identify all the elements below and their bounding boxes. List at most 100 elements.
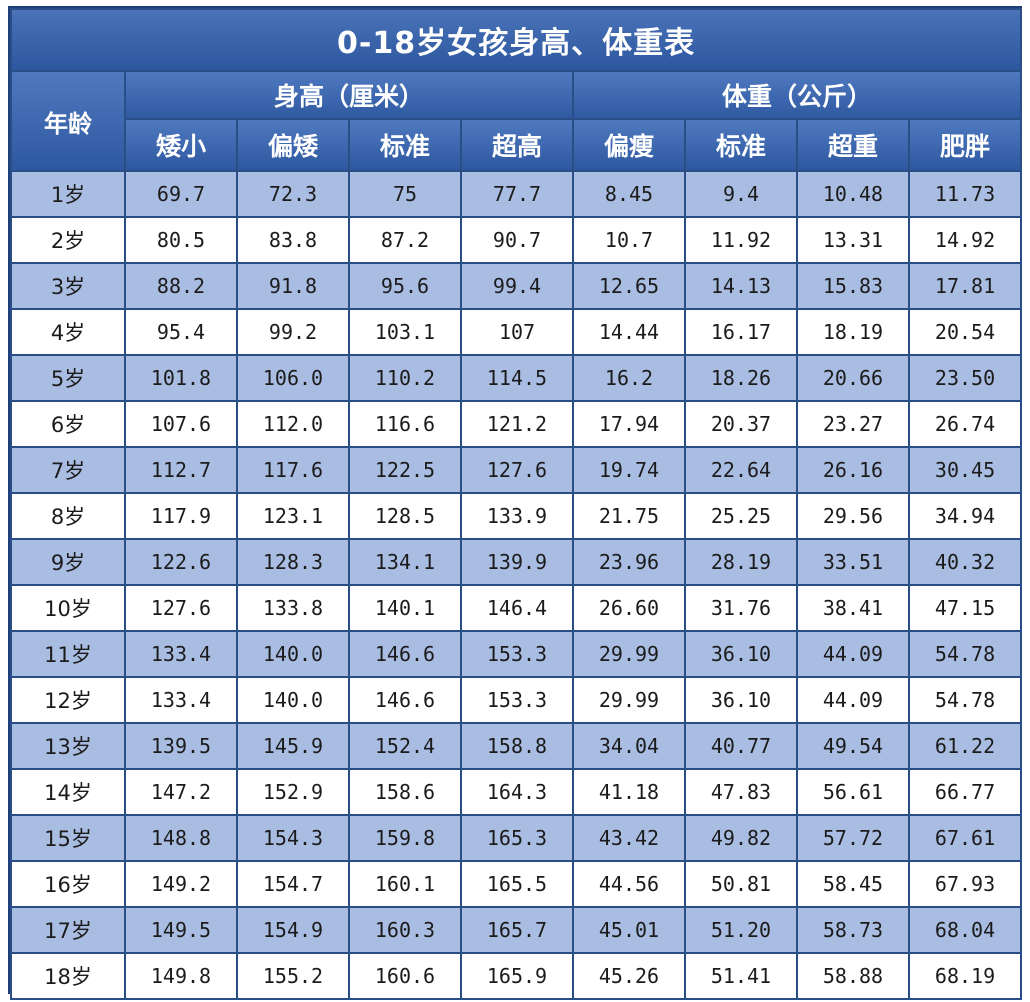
weight-value-cell: 66.77 <box>907 768 1023 816</box>
table-row: 3岁 88.2 91.8 95.6 99.4 12.65 14.13 15.83 17.81 <box>10 262 1023 310</box>
height-value-cell: 133.9 <box>460 492 574 540</box>
weight-value-cell: 54.78 <box>907 630 1023 678</box>
height-value-cell: 127.6 <box>460 446 574 494</box>
weight-value-cell: 11.92 <box>684 216 798 264</box>
height-weight-table-frame: 0-18岁女孩身高、体重表 年龄 身高（厘米） 体重（公斤） 矮小 偏矮 标准 … <box>8 6 1023 1000</box>
height-value-cell: 139.9 <box>460 538 574 586</box>
weight-col-header: 超重 <box>796 118 910 172</box>
weight-value-cell: 40.77 <box>684 722 798 770</box>
height-col-header: 超高 <box>460 118 574 172</box>
weight-value-cell: 16.2 <box>572 354 686 402</box>
table-row: 7岁 112.7 117.6 122.5 127.6 19.74 22.64 26.16 30.… <box>10 446 1023 494</box>
height-value-cell: 95.6 <box>348 262 462 310</box>
weight-value-cell: 40.32 <box>907 538 1023 586</box>
height-value-cell: 146.6 <box>348 676 462 724</box>
height-value-cell: 90.7 <box>460 216 574 264</box>
height-value-cell: 152.9 <box>236 768 350 816</box>
table-row: 17岁 149.5 154.9 160.3 165.7 45.01 51.20 58.73 68… <box>10 906 1023 954</box>
height-value-cell: 83.8 <box>236 216 350 264</box>
height-value-cell: 139.5 <box>124 722 238 770</box>
weight-value-cell: 11.73 <box>907 170 1023 218</box>
height-value-cell: 159.8 <box>348 814 462 862</box>
weight-value-cell: 17.94 <box>572 400 686 448</box>
weight-value-cell: 47.83 <box>684 768 798 816</box>
height-value-cell: 77.7 <box>460 170 574 218</box>
height-value-cell: 153.3 <box>460 676 574 724</box>
height-value-cell: 165.3 <box>460 814 574 862</box>
weight-value-cell: 36.10 <box>684 630 798 678</box>
height-value-cell: 133.8 <box>236 584 350 632</box>
age-cell: 3岁 <box>10 262 126 310</box>
height-value-cell: 112.7 <box>124 446 238 494</box>
age-cell: 4岁 <box>10 308 126 356</box>
table-row: 2岁 80.5 83.8 87.2 90.7 10.7 11.92 13.31 14.92 <box>10 216 1023 264</box>
weight-value-cell: 49.82 <box>684 814 798 862</box>
weight-value-cell: 26.16 <box>796 446 910 494</box>
age-cell: 18岁 <box>10 952 126 1000</box>
weight-value-cell: 51.20 <box>684 906 798 954</box>
age-cell: 15岁 <box>10 814 126 862</box>
weight-value-cell: 44.56 <box>572 860 686 908</box>
height-col-header: 标准 <box>348 118 462 172</box>
height-value-cell: 158.8 <box>460 722 574 770</box>
weight-value-cell: 19.74 <box>572 446 686 494</box>
height-value-cell: 160.3 <box>348 906 462 954</box>
table-row: 13岁 139.5 145.9 152.4 158.8 34.04 40.77 49.54 61… <box>10 722 1023 770</box>
weight-value-cell: 10.7 <box>572 216 686 264</box>
weight-value-cell: 14.13 <box>684 262 798 310</box>
weight-value-cell: 9.4 <box>684 170 798 218</box>
weight-value-cell: 20.37 <box>684 400 798 448</box>
height-value-cell: 149.8 <box>124 952 238 1000</box>
height-value-cell: 128.3 <box>236 538 350 586</box>
weight-col-header: 偏瘦 <box>572 118 686 172</box>
weight-value-cell: 25.25 <box>684 492 798 540</box>
age-cell: 10岁 <box>10 584 126 632</box>
weight-value-cell: 34.04 <box>572 722 686 770</box>
weight-value-cell: 38.41 <box>796 584 910 632</box>
age-cell: 11岁 <box>10 630 126 678</box>
table-row: 14岁 147.2 152.9 158.6 164.3 41.18 47.83 56.61 66… <box>10 768 1023 816</box>
height-value-cell: 147.2 <box>124 768 238 816</box>
weight-value-cell: 29.99 <box>572 676 686 724</box>
age-cell: 6岁 <box>10 400 126 448</box>
weight-value-cell: 36.10 <box>684 676 798 724</box>
table-row: 1岁 69.7 72.3 75 77.7 8.45 9.4 10.48 11.73 <box>10 170 1023 218</box>
height-value-cell: 69.7 <box>124 170 238 218</box>
height-value-cell: 87.2 <box>348 216 462 264</box>
weight-value-cell: 20.66 <box>796 354 910 402</box>
height-col-header: 矮小 <box>124 118 238 172</box>
weight-value-cell: 45.26 <box>572 952 686 1000</box>
height-group-header: 身高（厘米） <box>124 70 574 120</box>
height-value-cell: 145.9 <box>236 722 350 770</box>
weight-value-cell: 31.76 <box>684 584 798 632</box>
weight-value-cell: 17.81 <box>907 262 1023 310</box>
height-value-cell: 72.3 <box>236 170 350 218</box>
age-cell: 16岁 <box>10 860 126 908</box>
weight-value-cell: 44.09 <box>796 630 910 678</box>
weight-value-cell: 12.65 <box>572 262 686 310</box>
height-value-cell: 158.6 <box>348 768 462 816</box>
weight-value-cell: 23.50 <box>907 354 1023 402</box>
height-value-cell: 107 <box>460 308 574 356</box>
age-cell: 7岁 <box>10 446 126 494</box>
table-row: 15岁 148.8 154.3 159.8 165.3 43.42 49.82 57.72 67… <box>10 814 1023 862</box>
weight-value-cell: 41.18 <box>572 768 686 816</box>
height-value-cell: 99.4 <box>460 262 574 310</box>
age-cell: 13岁 <box>10 722 126 770</box>
height-value-cell: 140.0 <box>236 676 350 724</box>
table-row: 9岁 122.6 128.3 134.1 139.9 23.96 28.19 33.51 40.… <box>10 538 1023 586</box>
weight-value-cell: 61.22 <box>907 722 1023 770</box>
weight-group-header: 体重（公斤） <box>571 70 1023 120</box>
height-value-cell: 152.4 <box>348 722 462 770</box>
height-value-cell: 149.5 <box>124 906 238 954</box>
weight-value-cell: 58.45 <box>796 860 910 908</box>
height-value-cell: 121.2 <box>460 400 574 448</box>
weight-value-cell: 26.74 <box>907 400 1023 448</box>
height-value-cell: 75 <box>348 170 462 218</box>
age-cell: 17岁 <box>10 906 126 954</box>
height-value-cell: 122.6 <box>124 538 238 586</box>
weight-value-cell: 16.17 <box>684 308 798 356</box>
weight-value-cell: 54.78 <box>907 676 1023 724</box>
height-value-cell: 146.4 <box>460 584 574 632</box>
height-value-cell: 116.6 <box>348 400 462 448</box>
